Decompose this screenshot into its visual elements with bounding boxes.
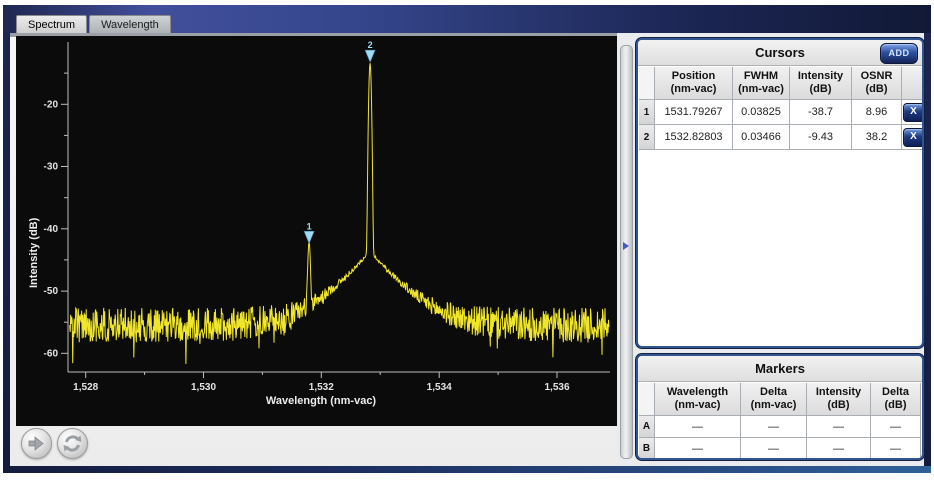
- spectrum-chart: Intensity (dB) Wavelength (nm-vac) -20 -3…: [28, 40, 610, 407]
- acquire-play-button[interactable]: [21, 428, 52, 459]
- col-fwhm: FWHM (nm-vac): [733, 67, 790, 100]
- markerA-wavelength: —: [655, 416, 741, 438]
- cursor1-osnr: 8.96: [852, 100, 902, 125]
- svg-text:1,530: 1,530: [191, 382, 216, 393]
- x-axis-title: Wavelength (nm-vac): [266, 395, 377, 407]
- col-delete: [902, 67, 922, 100]
- col-delta-db: Delta (dB): [871, 383, 921, 416]
- svg-text:1,528: 1,528: [73, 382, 98, 393]
- col-intensity-db: Intensity (dB): [807, 383, 871, 416]
- spectrum-plot[interactable]: Intensity (dB) Wavelength (nm-vac) -20 -3…: [16, 36, 617, 426]
- cursor1-position: 1531.79267: [655, 100, 733, 125]
- svg-text:1,532: 1,532: [309, 382, 334, 393]
- cursor1-delete-cell: X: [902, 100, 922, 125]
- cursor-marker-icon[interactable]: [303, 231, 315, 245]
- col-wavelength: Wavelength (nm-vac): [655, 383, 741, 416]
- spectrum-trace: [68, 63, 610, 364]
- tab-bar: Spectrum Wavelength: [16, 15, 171, 33]
- cursors-panel: Cursors ADD Position (nm-vac) FWHM (nm-v…: [636, 38, 924, 348]
- cursors-panel-title: Cursors: [755, 45, 805, 60]
- splitter-collapse-icon: [623, 242, 629, 250]
- cursor-marker-label: 1: [307, 221, 312, 231]
- title-band: Spectrum Wavelength: [3, 5, 931, 33]
- svg-text:1,536: 1,536: [544, 382, 569, 393]
- markerA-intensity: —: [807, 416, 871, 438]
- cursor-row-label: 2: [639, 125, 655, 150]
- cursor-marker-icon[interactable]: [364, 49, 376, 63]
- markers-header-corner: [639, 383, 655, 416]
- refresh-button[interactable]: [57, 428, 88, 459]
- cursor2-delete-cell: X: [902, 125, 922, 150]
- markers-panel: Markers Wavelength (nm-vac) Delta (nm-va…: [636, 354, 924, 460]
- markerB-delta-db: —: [871, 438, 921, 458]
- tab-spectrum[interactable]: Spectrum: [16, 15, 88, 33]
- spectrum-tab-panel: Intensity (dB) Wavelength (nm-vac) -20 -3…: [10, 33, 617, 466]
- markerB-intensity: —: [807, 438, 871, 458]
- markerB-delta-nm: —: [741, 438, 807, 458]
- content-area: Intensity (dB) Wavelength (nm-vac) -20 -3…: [10, 33, 924, 466]
- y-axis-title: Intensity (dB): [28, 217, 40, 288]
- add-cursor-button[interactable]: ADD: [880, 43, 918, 64]
- delete-cursor2-button[interactable]: X: [902, 127, 922, 147]
- refresh-icon: [63, 435, 82, 452]
- play-arrow-icon: [28, 436, 44, 451]
- col-delta-nm: Delta (nm-vac): [741, 383, 807, 416]
- markerB-wavelength: —: [655, 438, 741, 458]
- svg-text:-60: -60: [44, 348, 59, 359]
- cursor1-intensity: -38.7: [790, 100, 852, 125]
- markerA-delta-db: —: [871, 416, 921, 438]
- plot-frame-strip: [10, 33, 617, 37]
- svg-text:1,534: 1,534: [427, 382, 452, 393]
- col-intensity: Intensity (dB): [790, 67, 852, 100]
- marker-row-label: A: [639, 416, 655, 438]
- window-bottom-band: [3, 466, 931, 473]
- cursor1-fwhm: 0.03825: [733, 100, 790, 125]
- markers-panel-header: Markers: [638, 356, 922, 382]
- cursor2-position: 1532.82803: [655, 125, 733, 150]
- cursor2-intensity: -9.43: [790, 125, 852, 150]
- cursors-header-corner: [639, 67, 655, 100]
- delete-cursor1-button[interactable]: X: [902, 102, 922, 122]
- svg-text:-40: -40: [44, 224, 59, 235]
- cursor2-osnr: 38.2: [852, 125, 902, 150]
- tab-wavelength[interactable]: Wavelength: [89, 15, 171, 33]
- cursors-panel-header: Cursors ADD: [638, 40, 922, 66]
- window-border-right: [924, 5, 931, 466]
- markers-panel-title: Markers: [755, 361, 805, 376]
- cursors-table: Position (nm-vac) FWHM (nm-vac) Intensit…: [639, 67, 922, 150]
- cursor-marker-label: 2: [368, 40, 373, 50]
- col-osnr: OSNR (dB): [852, 67, 902, 100]
- markers-table: Wavelength (nm-vac) Delta (nm-vac) Inten…: [639, 383, 922, 458]
- cursor2-fwhm: 0.03466: [733, 125, 790, 150]
- panel-splitter[interactable]: [620, 45, 633, 459]
- window-border-left: [3, 5, 10, 466]
- cursor-row-label: 1: [639, 100, 655, 125]
- svg-text:-30: -30: [44, 162, 59, 173]
- svg-text:-50: -50: [44, 286, 59, 297]
- col-position: Position (nm-vac): [655, 67, 733, 100]
- markerA-delta-nm: —: [741, 416, 807, 438]
- svg-text:-20: -20: [44, 99, 59, 110]
- marker-row-label: B: [639, 438, 655, 458]
